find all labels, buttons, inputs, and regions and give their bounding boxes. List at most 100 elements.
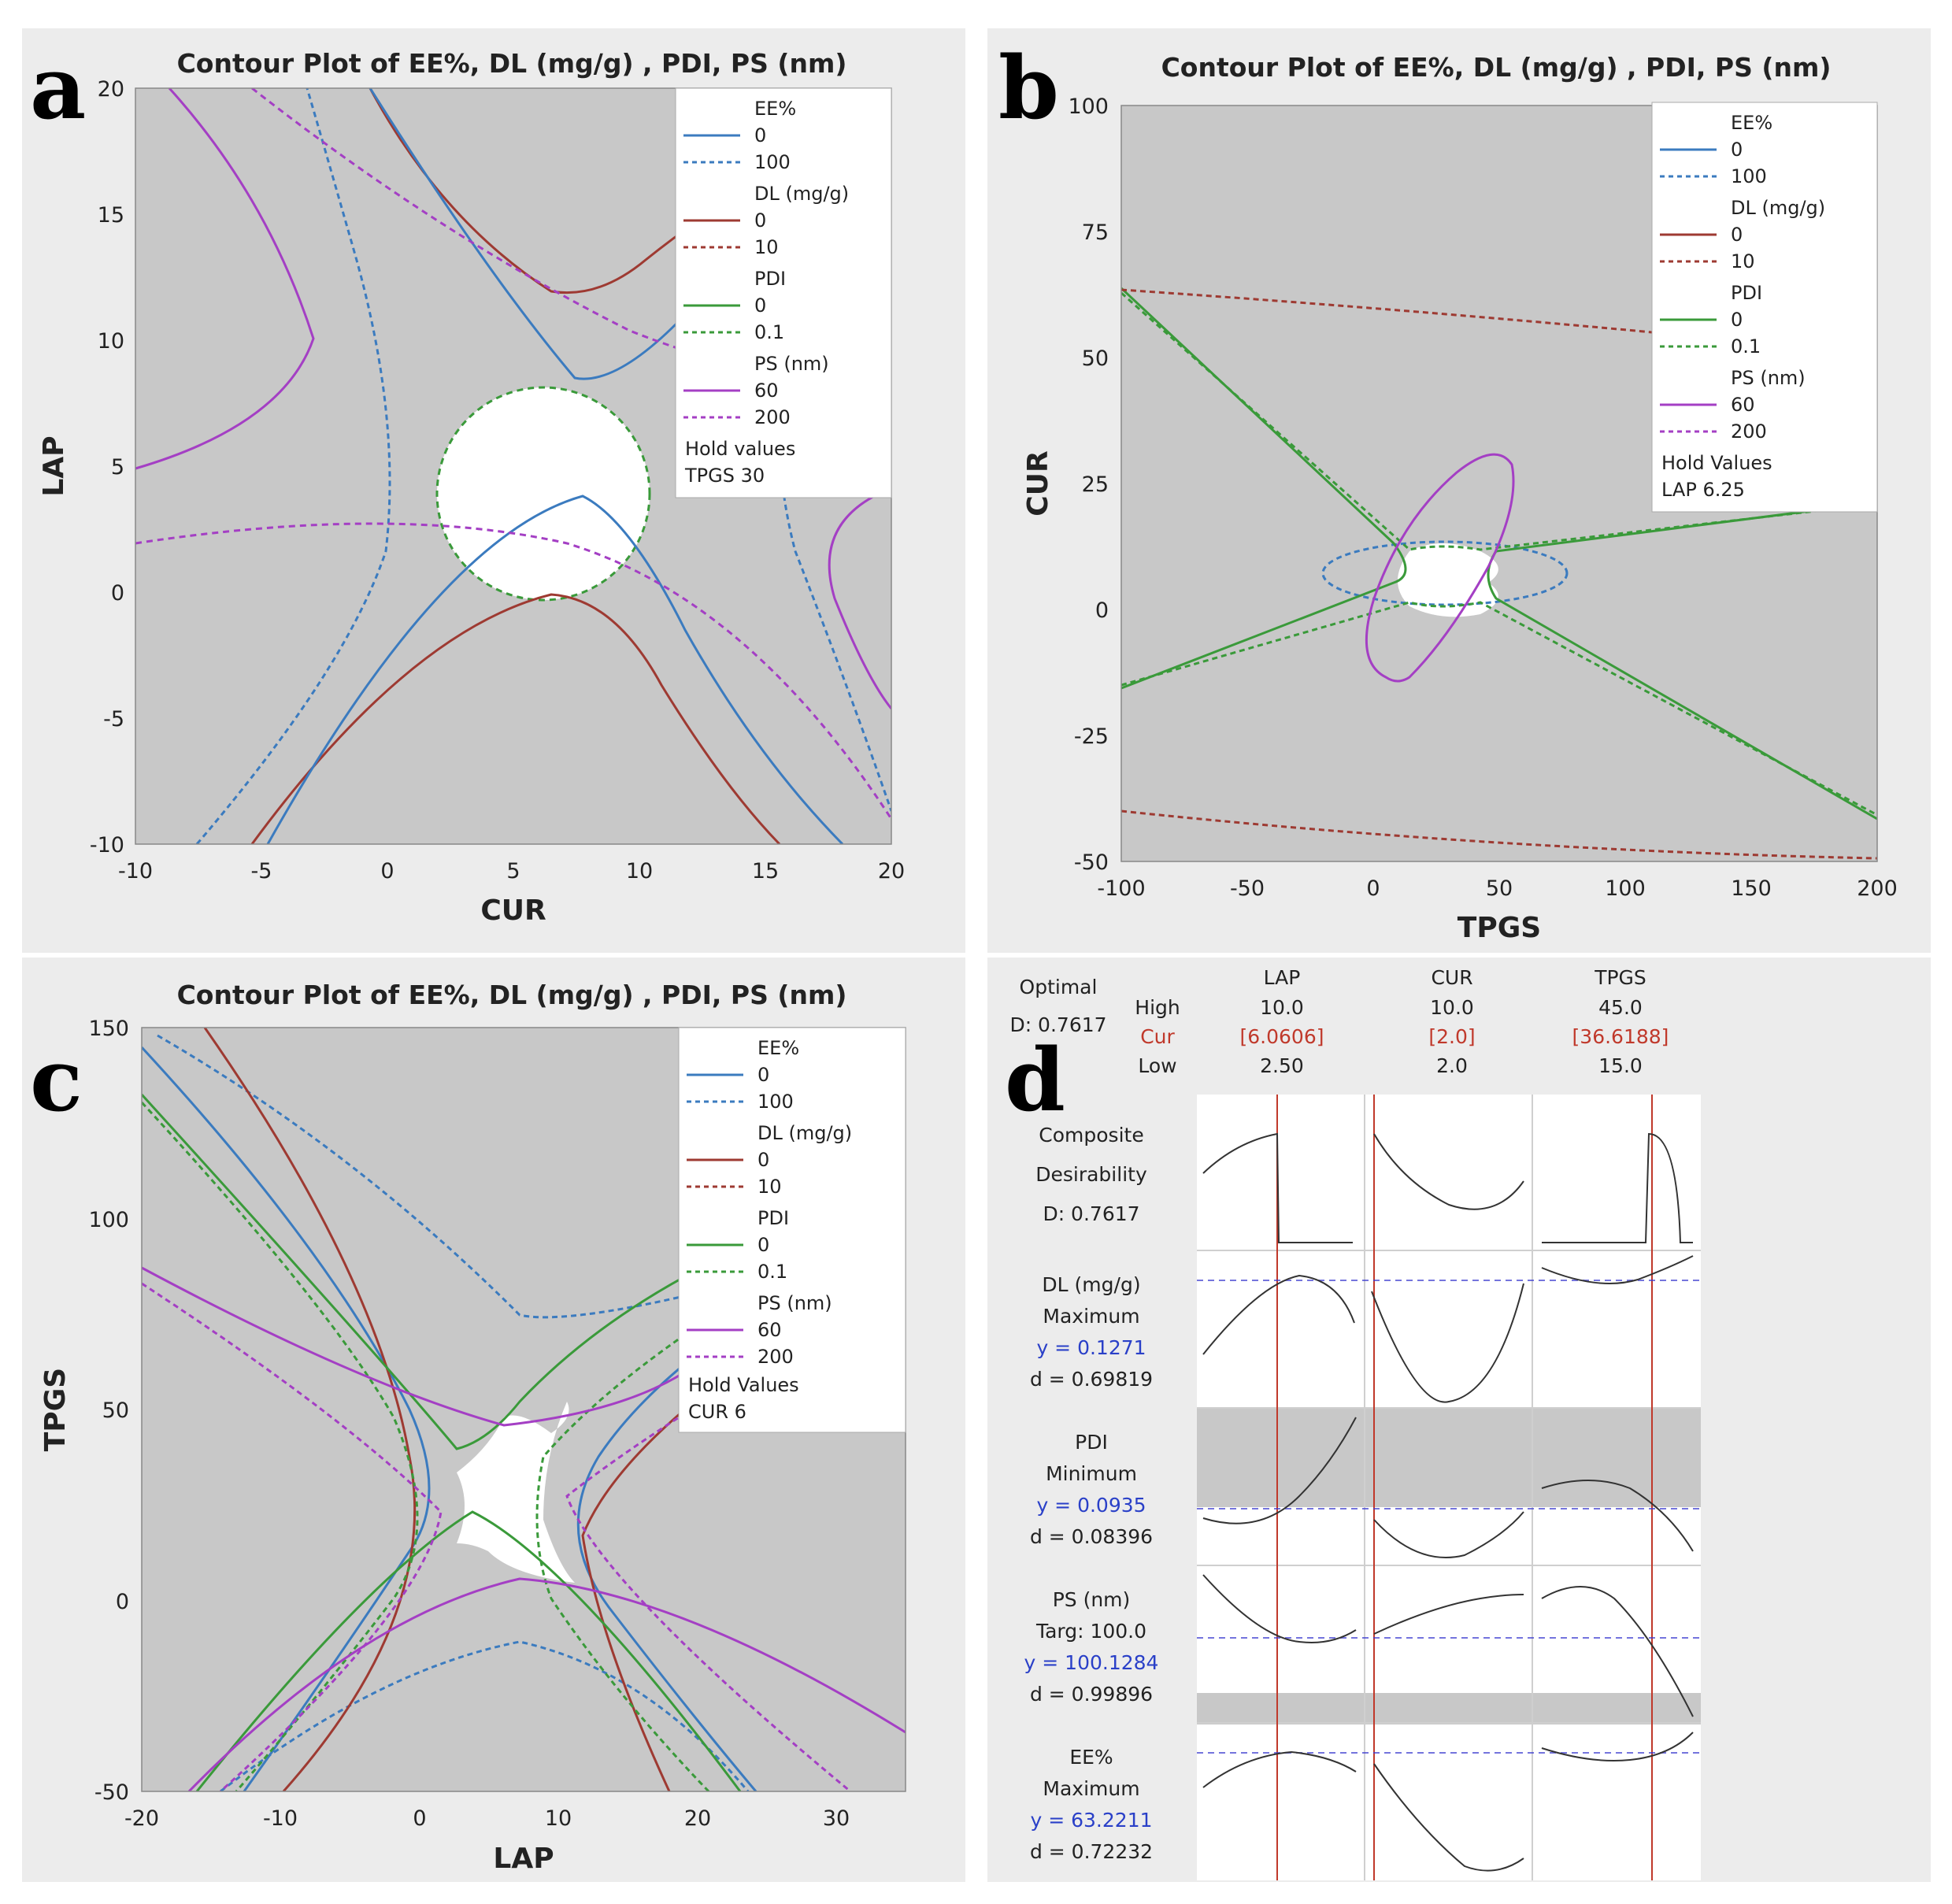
response-d: d = 0.72232	[1030, 1840, 1153, 1863]
panel-c-ee-contour-0-left	[142, 1046, 431, 1791]
panel-a-ee-contour-100-right	[776, 259, 891, 812]
panel-b-y-ticks: -50 -25 0 25 50 75 100	[1068, 94, 1109, 875]
y-tick: 0	[116, 1590, 129, 1614]
ee-tpgs-curve	[1541, 1732, 1694, 1761]
legend-head-pdi: PDI	[757, 1207, 789, 1229]
response-line: D: 0.7617	[1043, 1202, 1139, 1225]
response-line: PS (nm)	[1053, 1588, 1131, 1611]
x-tick: 0	[413, 1806, 426, 1831]
legend-head-pdi: PDI	[754, 268, 786, 290]
legend-head-dl: DL (mg/g)	[754, 183, 849, 205]
panel-b-chart: b Contour Plot of EE%, DL (mg/g) , PDI, …	[998, 37, 1898, 944]
ee-lap-curve	[1202, 1750, 1357, 1788]
panel-b-title: Contour Plot of EE%, DL (mg/g) , PDI, PS…	[1161, 52, 1832, 83]
response-d: d = 0.08396	[1030, 1525, 1153, 1548]
panel-c-letter: c	[30, 1029, 83, 1131]
y-tick: 5	[111, 455, 124, 480]
legend-value: 0	[754, 294, 766, 317]
factor-cur: [6.0606]	[1240, 1025, 1324, 1048]
legend-head-ee: EE%	[754, 98, 796, 120]
x-tick: 50	[1486, 876, 1513, 901]
x-tick: 5	[506, 859, 520, 883]
pdi-lap-curve	[1202, 1417, 1357, 1524]
legend-head-ee: EE%	[1731, 112, 1772, 134]
legend-value: 10	[754, 236, 779, 258]
row-high-label: High	[1135, 996, 1180, 1019]
factor-low: 2.0	[1436, 1054, 1468, 1077]
panel-b-y-label: CUR	[1022, 450, 1054, 516]
optimal-d: D: 0.7617	[1009, 1013, 1106, 1036]
row-low-label: Low	[1138, 1054, 1176, 1077]
legend-value: 10	[757, 1176, 782, 1198]
legend-hold-value: CUR 6	[688, 1401, 746, 1423]
x-tick: 15	[752, 859, 779, 883]
dl-lap-curve	[1202, 1274, 1355, 1355]
legend-value: 0	[757, 1149, 769, 1171]
x-tick: 20	[684, 1806, 711, 1831]
response-y: y = 100.1284	[1024, 1651, 1159, 1674]
response-line: Targ: 100.0	[1035, 1620, 1146, 1643]
x-tick: -100	[1097, 876, 1145, 901]
panel-c-ee-contour-100-lower	[220, 1640, 750, 1791]
panel-a-chart: a Contour Plot of EE%, DL (mg/g) , PDI, …	[30, 37, 905, 927]
y-tick: -50	[94, 1780, 129, 1805]
factor-name: LAP	[1264, 966, 1301, 989]
y-tick: 75	[1082, 220, 1109, 245]
y-tick: 25	[1082, 472, 1109, 497]
panel-c-ps-contour-200-left	[142, 1282, 443, 1791]
panel-c-y-label: TPGS	[39, 1368, 72, 1451]
composite-cur-curve	[1373, 1133, 1524, 1210]
panel-a-x-label: CUR	[480, 895, 546, 927]
x-tick: -5	[251, 859, 272, 883]
panel-b-ps-contour-60	[1365, 453, 1515, 683]
factor-high: 10.0	[1430, 996, 1474, 1019]
legend-head-dl: DL (mg/g)	[757, 1122, 852, 1144]
panel-a-ee-contour-100-left	[195, 88, 391, 844]
ps-tpgs-curve	[1541, 1586, 1694, 1717]
panel-b-dl-contour-10-lower	[1121, 809, 1877, 860]
factor-name: TPGS	[1594, 966, 1646, 989]
response-d: d = 0.69819	[1030, 1368, 1153, 1391]
y-tick: 20	[98, 77, 124, 102]
y-tick: -10	[90, 833, 124, 858]
legend-value: 200	[757, 1346, 794, 1368]
panel-c-title: Contour Plot of EE%, DL (mg/g) , PDI, PS…	[177, 980, 847, 1010]
y-tick: 10	[98, 329, 124, 354]
factor-cur: [2.0]	[1428, 1025, 1475, 1048]
x-tick: -10	[118, 859, 153, 883]
response-d: d = 0.99896	[1030, 1683, 1153, 1706]
response-line: Maximum	[1043, 1777, 1139, 1800]
legend-value: 0	[1731, 224, 1743, 246]
ps-shaded-band	[1197, 1693, 1701, 1724]
legend-value: 100	[1731, 165, 1767, 187]
y-tick: -25	[1074, 724, 1109, 749]
y-tick: 150	[88, 1017, 129, 1041]
panel-b-x-label: TPGS	[1458, 912, 1541, 944]
x-tick: 0	[380, 859, 394, 883]
factor-name: CUR	[1431, 966, 1472, 989]
legend-value: 0.1	[757, 1261, 787, 1283]
legend-head-ps: PS (nm)	[1731, 367, 1806, 389]
response-line: Maximum	[1043, 1305, 1139, 1328]
legend-value: 0	[757, 1234, 769, 1256]
legend-value: 0	[757, 1064, 769, 1086]
panel-a-title: Contour Plot of EE%, DL (mg/g) , PDI, PS…	[177, 48, 847, 79]
legend-value: 100	[757, 1091, 794, 1113]
panel-c-x-ticks: -20 -10 0 10 20 30	[124, 1806, 850, 1831]
panel-c-legend: EE% 0 100 DL (mg/g) 0 10 PDI 0 0.1	[678, 1027, 906, 1433]
panel-b-letter: b	[998, 37, 1059, 139]
legend-value: 0.1	[754, 321, 784, 343]
y-tick: -5	[103, 707, 124, 732]
optimal-label: Optimal	[1020, 976, 1098, 998]
panel-c-ps-contour-60-lower	[187, 1577, 906, 1791]
legend-head-ps: PS (nm)	[757, 1292, 832, 1314]
x-tick: 150	[1731, 876, 1772, 901]
x-tick: 10	[626, 859, 653, 883]
y-tick: 100	[88, 1208, 129, 1232]
legend-head-ee: EE%	[757, 1037, 799, 1059]
panel-a-legend: EE% 0 100 DL (mg/g) 0 10 PDI 0 0.1	[675, 87, 892, 498]
x-tick: 10	[545, 1806, 572, 1831]
legend-hold-value: TPGS 30	[684, 465, 765, 487]
